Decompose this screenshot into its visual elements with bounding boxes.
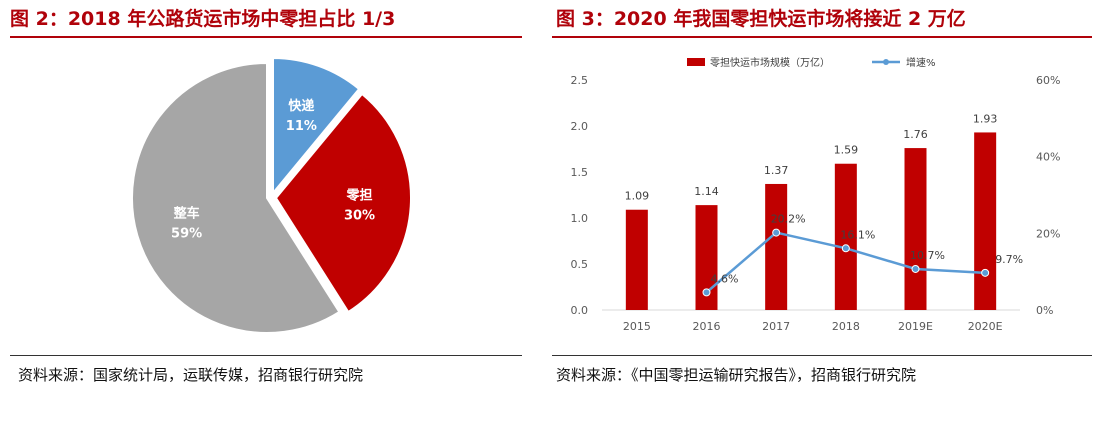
- growth-label-5: 9.7%: [995, 253, 1023, 266]
- legend-line-marker: [883, 59, 889, 65]
- bar-label-2: 1.37: [764, 164, 789, 177]
- y-left-tick-2: 1.0: [571, 212, 589, 225]
- bar-3: [834, 163, 857, 310]
- growth-point-1: [702, 288, 711, 297]
- y-left-tick-1: 0.5: [571, 258, 589, 271]
- legend-line-label: 增速%: [906, 56, 936, 69]
- y-left-tick-5: 2.5: [571, 74, 589, 87]
- left-figure-title: 图 2：2018 年公路货运市场中零担占比 1/3: [10, 8, 396, 30]
- bar-2: [765, 183, 788, 310]
- x-tick-1: 2016: [693, 320, 721, 333]
- y-right-tick-1: 20%: [1036, 227, 1060, 240]
- pie-label-2: 整车: [173, 205, 200, 221]
- legend-bar-label: 零担快运市场规模（万亿）: [710, 56, 830, 69]
- bar-1: [695, 205, 718, 310]
- bar-5: [974, 132, 997, 310]
- bar-label-5: 1.93: [973, 112, 998, 125]
- pie-label-1: 零担: [346, 187, 373, 203]
- right-figure-title: 图 3：2020 年我国零担快运市场将接近 2 万亿: [556, 8, 966, 30]
- growth-point-2: [772, 228, 781, 237]
- growth-label-4: 10.7%: [910, 249, 945, 262]
- growth-label-3: 16.1%: [840, 228, 875, 241]
- x-tick-0: 2015: [623, 320, 651, 333]
- pie-label-0: 快递: [288, 98, 314, 114]
- y-right-tick-2: 40%: [1036, 151, 1060, 164]
- bar-label-0: 1.09: [625, 190, 650, 203]
- x-tick-2: 2017: [762, 320, 790, 333]
- bar-label-4: 1.76: [903, 128, 928, 141]
- x-tick-4: 2019E: [898, 320, 933, 333]
- legend-bar-swatch: [687, 58, 705, 66]
- pie-value-0: 11%: [286, 119, 317, 134]
- right-source: 资料来源：《中国零担运输研究报告》，招商银行研究院: [556, 366, 917, 384]
- x-tick-3: 2018: [832, 320, 860, 333]
- right-title-rule: [552, 36, 1092, 38]
- x-tick-5: 2020E: [968, 320, 1003, 333]
- bar-0: [625, 209, 648, 310]
- growth-point-3: [841, 244, 850, 253]
- bar-label-3: 1.59: [834, 144, 859, 157]
- y-right-tick-3: 60%: [1036, 74, 1060, 87]
- growth-label-2: 20.2%: [771, 213, 806, 226]
- left-source: 资料来源：国家统计局，运联传媒，招商银行研究院: [18, 366, 364, 384]
- y-left-tick-3: 1.5: [571, 166, 589, 179]
- pie-chart: 快递 11% 零担 30% 整车 59%: [131, 56, 412, 334]
- pie-value-1: 30%: [344, 208, 375, 223]
- growth-label-1: 4.6%: [711, 272, 739, 285]
- left-title-rule: [10, 36, 522, 38]
- bar-label-1: 1.14: [694, 185, 719, 198]
- bar-line-chart: 0.0 0.5 1.0 1.5 2.0 2.5 0% 20% 40% 60% 2015 2016 201…: [571, 56, 1061, 333]
- bar-4: [904, 148, 927, 310]
- pie-value-2: 59%: [171, 226, 202, 241]
- pie-slice-2: [131, 61, 341, 334]
- growth-point-5: [981, 268, 990, 277]
- y-left-tick-0: 0.0: [571, 304, 589, 317]
- pie-slice-1: [274, 92, 412, 314]
- growth-point-4: [911, 264, 920, 273]
- y-right-tick-0: 0%: [1036, 304, 1053, 317]
- y-left-tick-4: 2.0: [571, 120, 589, 133]
- pie-slice-0: [272, 56, 361, 196]
- right-bottom-rule: [552, 355, 1092, 356]
- left-bottom-rule: [10, 355, 522, 356]
